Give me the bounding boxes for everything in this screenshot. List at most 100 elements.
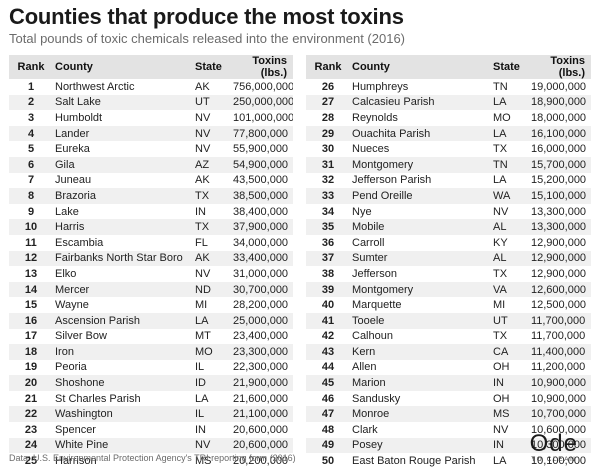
cell-state: NV: [195, 143, 211, 156]
table-row: 41 Tooele UT 11,700,000: [306, 312, 591, 329]
cell-rank: 45: [306, 375, 350, 391]
cell-toxins: 20,200,000: [233, 455, 289, 468]
table-row: 40 Marquette MI 12,500,000: [306, 297, 591, 313]
cell-rank: 5: [27, 143, 35, 156]
cell-county: Reynolds: [352, 111, 398, 124]
cell-state: MT: [195, 330, 211, 343]
cell-county: White Pine: [53, 437, 193, 454]
table-row: 37 Sumter AL 12,900,000: [306, 250, 591, 267]
cell-county: Ascension Parish: [53, 312, 193, 329]
table-row: 13 Elko NV 31,000,000: [9, 266, 293, 282]
header-toxins: Toxins (lbs.): [231, 55, 293, 79]
cell-county: Shoshone: [53, 375, 193, 391]
cell-rank: 18: [9, 344, 53, 360]
cell-state: LA: [493, 174, 507, 187]
table-row: 43 Kern CA 11,400,000: [306, 344, 591, 360]
table-row: 47 Monroe MS 10,700,000: [306, 406, 591, 423]
cell-rank: 15: [24, 299, 38, 312]
cell-rank: 27: [306, 94, 350, 111]
cell-state: MS: [491, 406, 529, 423]
cell-toxins: 38,400,000: [233, 205, 289, 218]
cell-county: St Charles Parish: [55, 392, 141, 405]
cell-state: AL: [491, 250, 529, 267]
counties-table-right: Rank County State Toxins (lbs.) 26 Humphr…: [306, 55, 591, 469]
cell-state: IL: [193, 406, 231, 423]
cell-county: Jefferson Parish: [352, 174, 432, 187]
logo-tagline: TO CLEAN: [531, 456, 577, 463]
cell-state: TX: [493, 267, 508, 280]
cell-rank: 46: [321, 392, 335, 405]
cell-toxins: 21,600,000: [233, 392, 289, 405]
cell-toxins: 19,000,000: [531, 80, 587, 93]
table-row: 38 Jefferson TX 12,900,000: [306, 266, 591, 282]
table-row: 6 Gila AZ 54,900,000: [9, 156, 293, 173]
cell-rank: 38: [321, 267, 335, 280]
cell-county: Brazoria: [53, 188, 193, 204]
cell-county: Spencer: [55, 423, 96, 436]
cell-state: UT: [491, 312, 529, 329]
cell-state: WA: [491, 188, 529, 204]
table-row: 44 Allen OH 11,200,000: [306, 360, 591, 376]
cell-toxins: 12,900,000: [531, 236, 587, 249]
cell-rank: 50: [321, 455, 335, 468]
cell-toxins: 18,900,000: [529, 94, 591, 111]
header-state: State: [491, 55, 529, 79]
cell-county: Iron: [53, 344, 193, 360]
cell-county: Ouachita Parish: [350, 125, 491, 142]
cell-toxins: 11,200,000: [531, 361, 586, 374]
page-title: Counties that produce the most toxins: [9, 4, 404, 29]
cell-toxins: 11,400,000: [529, 344, 591, 360]
cell-rank: 42: [321, 330, 335, 343]
cell-state: NV: [493, 205, 509, 218]
table-row: 45 Marion IN 10,900,000: [306, 375, 591, 391]
cell-toxins: 10,600,000: [531, 423, 587, 436]
cell-county: Wayne: [55, 299, 89, 312]
cell-state: LA: [493, 455, 507, 468]
cell-toxins: 25,000,000: [231, 312, 293, 329]
cell-county: Nueces: [352, 143, 390, 156]
cell-state: TN: [493, 80, 508, 93]
cell-rank: 12: [9, 250, 53, 267]
cell-state: NV: [193, 125, 231, 142]
table-row: 25 Harrison MS 20,200,000: [9, 453, 293, 469]
cell-state: MI: [493, 299, 506, 312]
cell-toxins: 43,500,000: [233, 174, 289, 187]
cell-state: ND: [193, 281, 231, 298]
cell-rank: 28: [321, 111, 335, 124]
cell-rank: 20: [9, 375, 53, 391]
table-row: 15 Wayne MI 28,200,000: [9, 297, 293, 313]
cell-county: Calhoun: [352, 330, 393, 343]
cell-rank: 6: [9, 156, 53, 173]
table-row: 23 Spencer IN 20,600,000: [9, 422, 293, 438]
table-row: 17 Silver Bow MT 23,400,000: [9, 329, 293, 345]
cell-rank: 43: [306, 344, 350, 360]
cell-county: Juneau: [55, 174, 92, 187]
cell-county: Mercer: [53, 281, 193, 298]
cell-toxins: 18,000,000: [531, 111, 587, 124]
table-header-row: Rank County State Toxins (lbs.): [9, 55, 293, 79]
cell-county: Allen: [352, 361, 377, 374]
cell-county: Nye: [352, 205, 372, 218]
cell-toxins: 30,700,000: [231, 281, 293, 298]
cell-state: MI: [195, 299, 208, 312]
cell-rank: 31: [306, 156, 350, 173]
table-row: 3 Humboldt NV 101,000,000: [9, 110, 293, 126]
cell-rank: 37: [306, 250, 350, 267]
cell-toxins: 38,500,000: [231, 188, 293, 204]
logo-word: Ode: [529, 430, 578, 457]
cell-state: IN: [195, 423, 206, 436]
table-row: 11 Escambia FL 34,000,000: [9, 235, 293, 251]
cell-toxins: 37,900,000: [231, 219, 293, 235]
cell-toxins: 101,000,000: [233, 111, 293, 124]
table-row: 12 Fairbanks North Star Boro AK 33,400,000: [9, 250, 293, 267]
table-row: 49 Posey IN 10,300,000: [306, 437, 591, 454]
table-row: 30 Nueces TX 16,000,000: [306, 141, 591, 157]
cell-state: AZ: [193, 156, 231, 173]
cell-toxins: 13,300,000: [531, 205, 587, 218]
table-row: 10 Harris TX 37,900,000: [9, 219, 293, 235]
cell-toxins: 15,100,000: [529, 188, 591, 204]
cell-state: NV: [195, 111, 211, 124]
cell-toxins: 12,600,000: [529, 281, 591, 298]
cell-county: Monroe: [350, 406, 491, 423]
cell-toxins: 12,500,000: [531, 299, 587, 312]
